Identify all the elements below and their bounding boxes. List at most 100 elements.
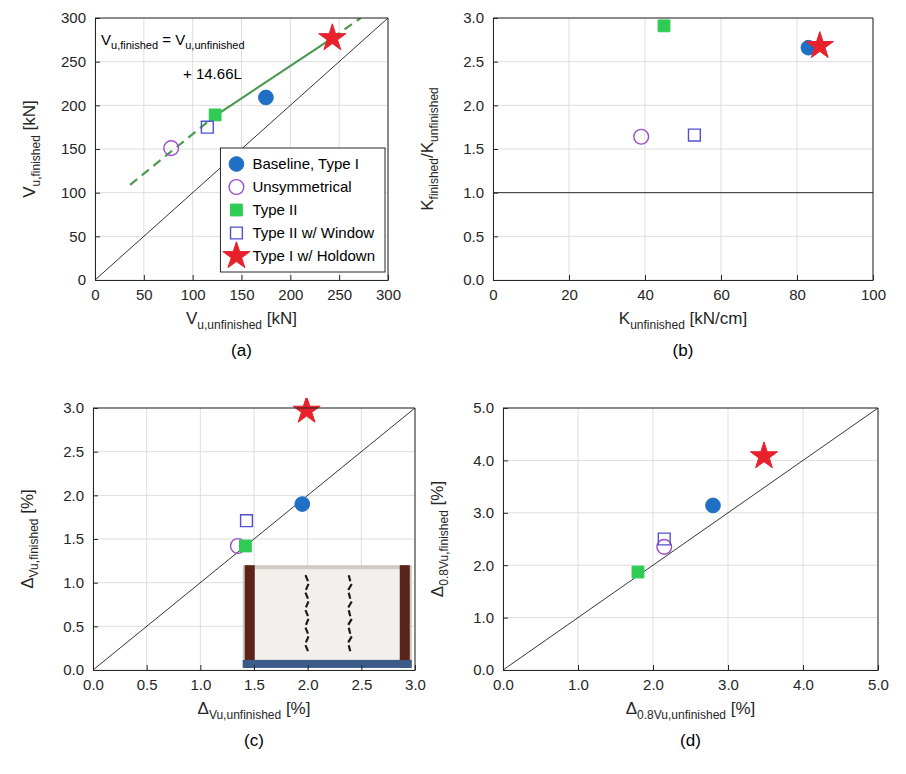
tick-label: 3.0 <box>718 676 739 693</box>
tick-mark <box>95 193 100 194</box>
tick-mark <box>493 193 498 194</box>
tick: 250 <box>327 275 352 303</box>
point <box>164 141 179 156</box>
tick-mark <box>93 583 98 584</box>
panel-label: (c) <box>244 731 264 750</box>
point <box>319 24 346 50</box>
tick-label: 1.0 <box>473 609 494 626</box>
tick: 1.0 <box>473 609 508 626</box>
grid-line <box>503 565 878 566</box>
reference-line <box>95 18 388 280</box>
tick-mark <box>93 626 98 627</box>
tick-label: 3.0 <box>463 9 484 26</box>
figure: 050100150200250300050100150200250300Vu,u… <box>0 0 906 774</box>
photo-crack <box>306 601 309 607</box>
tick-label: 2.5 <box>463 53 484 70</box>
tick: 300 <box>61 9 100 26</box>
tick-label: 40 <box>637 286 654 303</box>
tick: 1.0 <box>463 184 498 201</box>
photo-crack <box>305 645 308 651</box>
point <box>241 515 253 527</box>
tick-label: 150 <box>61 140 86 157</box>
grid-line <box>95 105 388 106</box>
reference-line <box>503 408 878 670</box>
y-axis: 050100150200250300 <box>61 9 100 288</box>
point <box>658 533 670 545</box>
grid-line <box>493 105 873 106</box>
points <box>634 20 834 144</box>
tick-label: 1.0 <box>63 574 84 591</box>
panel: 0.00.51.01.52.02.53.00.00.51.01.52.02.53… <box>18 396 426 750</box>
tick-mark <box>493 62 498 63</box>
grid-line <box>95 61 388 62</box>
grid-line <box>93 408 415 409</box>
grid <box>503 408 878 670</box>
text-subscript: unfinished <box>630 318 685 332</box>
tick-mark <box>242 275 243 280</box>
legend-label: Type II w/ Window <box>252 224 374 241</box>
text-subscript: u,unfinished <box>197 318 262 332</box>
tick: 5.0 <box>473 399 508 416</box>
tick-mark <box>653 665 654 670</box>
tick: 4.0 <box>473 452 508 469</box>
grid-line <box>878 408 879 670</box>
legend-marker <box>223 242 250 268</box>
grid-line <box>503 408 878 409</box>
photo-crack <box>348 601 352 607</box>
tick: 3.0 <box>405 665 426 693</box>
tick-label: 4.0 <box>473 452 494 469</box>
tick-mark <box>873 275 874 280</box>
x-axis-title: Δ0.8Vu,unfinished [%] <box>626 699 756 722</box>
text-part: K <box>418 199 437 211</box>
photo-crack <box>348 619 352 625</box>
tick-label: 2.0 <box>463 97 484 114</box>
point <box>293 398 320 422</box>
tick-mark <box>339 275 340 280</box>
grid-line <box>503 460 878 461</box>
tick-mark <box>493 149 498 150</box>
legend-marker <box>229 180 244 195</box>
y-axis-title: ΔVu,finished [%] <box>18 489 41 589</box>
tick-label: 0 <box>78 271 86 288</box>
tick-label: 3.0 <box>63 399 84 416</box>
text-part: Δ <box>428 586 447 597</box>
tick-mark <box>193 275 194 280</box>
tick: 20 <box>561 275 578 303</box>
axis-line <box>503 409 504 671</box>
text-subscript: finished <box>427 158 441 199</box>
grid-line <box>95 18 388 19</box>
tick-mark <box>503 513 508 514</box>
legend-label: Unsymmetrical <box>252 178 351 195</box>
frame <box>503 408 878 409</box>
tick-label: 0.5 <box>63 618 84 635</box>
tick: 80 <box>789 275 806 303</box>
tick-label: 1.5 <box>63 530 84 547</box>
panel: 0204060801000.00.51.01.52.02.53.0Kunfini… <box>418 9 886 360</box>
photo-crack <box>348 584 352 590</box>
tick-label: 300 <box>376 286 401 303</box>
tick-label: 4.0 <box>793 676 814 693</box>
text-part: /K <box>418 141 437 158</box>
tick-label: 1.0 <box>463 184 484 201</box>
point <box>706 498 721 513</box>
tick-label: 0.0 <box>493 676 514 693</box>
y-axis-title: Kfinished/Kunfinished <box>418 87 441 211</box>
y-axis-title: Δ0.8Vu,finished [%] <box>428 481 451 597</box>
tick-label: 1.0 <box>568 676 589 693</box>
tick-mark <box>728 665 729 670</box>
legend-label: Type II <box>252 201 297 218</box>
plot-background <box>493 18 873 280</box>
grid-line <box>493 149 873 150</box>
grid-line <box>578 408 579 670</box>
tick-mark <box>93 452 98 453</box>
x-axis: 0.01.02.03.04.05.0 <box>493 665 889 693</box>
tick: 2.5 <box>351 665 372 693</box>
reference-line <box>493 192 873 193</box>
point <box>688 129 700 141</box>
text-part: [%] <box>726 699 755 718</box>
tick: 5.0 <box>868 665 889 693</box>
x-axis: 020406080100 <box>489 275 886 303</box>
point <box>259 90 274 105</box>
tick-mark <box>93 495 98 496</box>
tick-mark <box>361 665 362 670</box>
